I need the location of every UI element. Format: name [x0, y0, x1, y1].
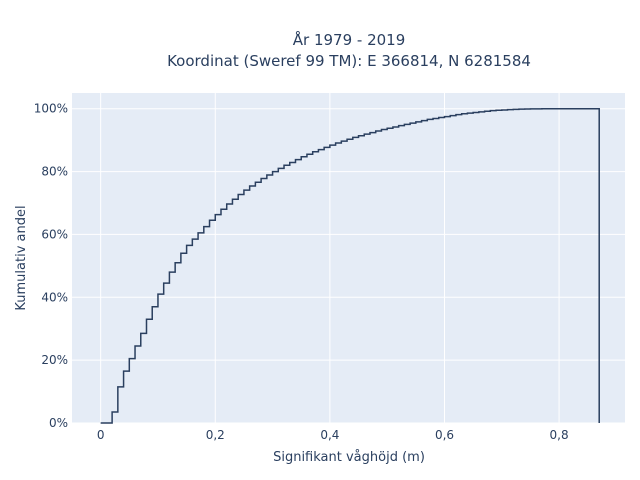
y-tick-label: 80% [41, 165, 68, 179]
x-tick-label: 0,8 [550, 428, 569, 442]
x-tick-label: 0,6 [435, 428, 454, 442]
y-axis-title: Kumulativ andel [14, 205, 29, 310]
y-tick-label: 60% [41, 227, 68, 241]
x-tick-label: 0,4 [320, 428, 339, 442]
y-tick-label: 0% [49, 416, 68, 430]
ecdf-step-line [100, 107, 600, 424]
plot-area [72, 93, 625, 423]
x-tick-label: 0 [97, 428, 105, 442]
x-tick-label: 0,2 [206, 428, 225, 442]
y-tick-label: 20% [41, 353, 68, 367]
x-axis-title: Signifikant våghöjd (m) [273, 450, 425, 465]
y-tick-label: 40% [41, 290, 68, 304]
tick-labels: 0 0,2 0,4 0,6 0,8 0% 20% 40% 60% 80% 100% [34, 102, 569, 442]
chart-title-line1: År 1979 - 2019 [293, 30, 406, 49]
chart-title-line2: Koordinat (Sweref 99 TM): E 366814, N 62… [167, 52, 531, 70]
y-tick-label: 100% [34, 102, 68, 116]
